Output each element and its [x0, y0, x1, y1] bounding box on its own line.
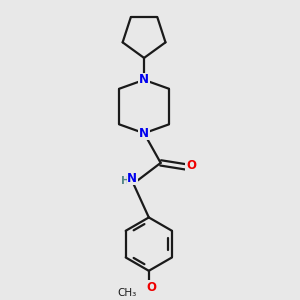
Text: O: O — [146, 281, 156, 294]
Text: H: H — [121, 176, 130, 186]
Text: N: N — [139, 127, 149, 140]
Text: CH₃: CH₃ — [117, 288, 136, 298]
Text: O: O — [186, 159, 196, 172]
Text: N: N — [139, 74, 149, 86]
Text: N: N — [127, 172, 137, 185]
